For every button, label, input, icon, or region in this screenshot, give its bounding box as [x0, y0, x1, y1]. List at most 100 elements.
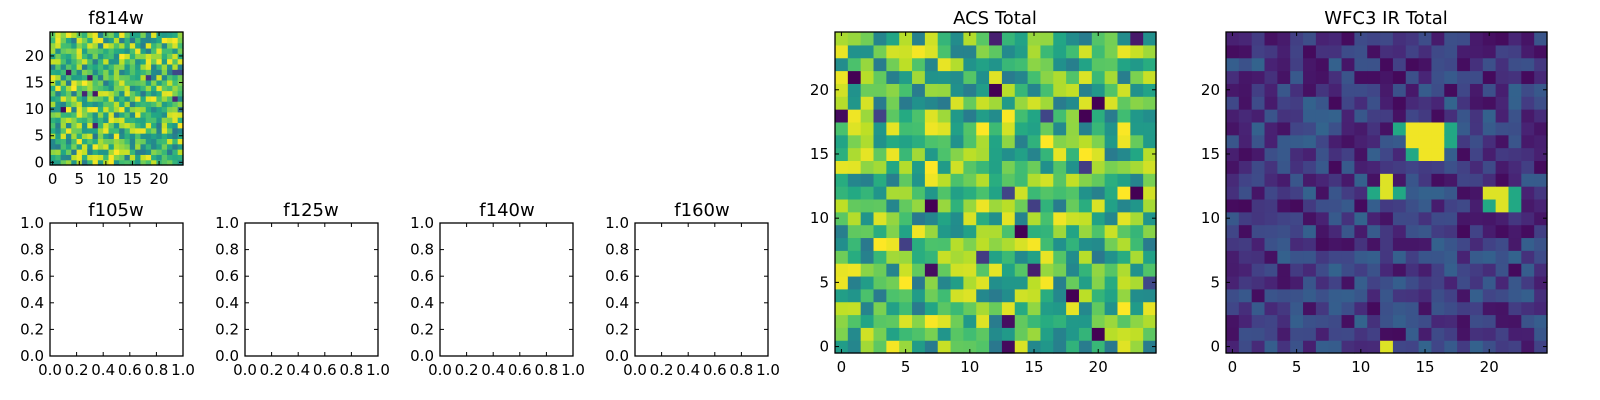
heatmap-cell	[1290, 121, 1304, 136]
heatmap-cell	[60, 90, 67, 97]
heatmap-cell	[60, 79, 67, 86]
heatmap-cell	[76, 138, 83, 145]
heatmap-cell	[87, 74, 94, 81]
heatmap-cell	[912, 314, 926, 328]
heatmap-cell	[1405, 121, 1420, 136]
heatmap-cell	[1354, 57, 1368, 72]
heatmap-cell	[989, 327, 1003, 341]
heatmap-cell	[1264, 327, 1278, 341]
heatmap-cell	[113, 143, 120, 150]
heatmap-cell	[1495, 198, 1510, 213]
heatmap-cell	[1392, 314, 1407, 328]
heatmap-cell	[899, 70, 913, 84]
heatmap-cell	[1431, 288, 1445, 303]
heatmap-cell	[151, 138, 157, 145]
heatmap-cell	[1264, 301, 1278, 316]
heatmap-cell	[1226, 288, 1240, 303]
y-tick-label-wfc3-ir-total: 5	[1210, 273, 1220, 291]
heatmap-cell	[103, 58, 110, 65]
heatmap-cell	[1066, 288, 1080, 303]
heatmap-cell	[113, 47, 120, 54]
heatmap-cell	[108, 133, 115, 139]
heatmap-cell	[151, 53, 157, 60]
heatmap-cell	[1405, 70, 1420, 84]
heatmap-cell	[71, 53, 78, 60]
heatmap-cell	[989, 263, 1003, 277]
heatmap-cell	[1431, 109, 1445, 123]
heatmap-cell	[1040, 288, 1054, 303]
heatmap-cell	[963, 327, 977, 341]
heatmap-cell	[1277, 134, 1291, 149]
heatmap-cell	[1078, 173, 1093, 187]
heatmap-cell	[1521, 301, 1535, 316]
heatmap-cell	[899, 44, 913, 59]
x-tick-label-f140w: 1.0	[561, 361, 585, 379]
heatmap-cell	[1392, 173, 1407, 187]
heatmap-cell	[103, 74, 110, 81]
heatmap-cell	[135, 53, 142, 60]
panel-f160w: f160w 0.0 0.2 0.4 0.6 0.8 1.00.00.20.40.60.81…	[605, 200, 780, 379]
heatmap-cell	[92, 42, 99, 49]
heatmap-cell	[1014, 147, 1029, 161]
heatmap-cell	[1341, 70, 1355, 84]
heatmap-cell	[937, 160, 952, 174]
heatmap-cell	[963, 109, 977, 123]
heatmap-cell	[135, 47, 142, 54]
heatmap-cell	[1534, 44, 1548, 59]
heatmap-cell	[1405, 275, 1420, 290]
heatmap-cell	[172, 63, 179, 70]
heatmap-cell	[835, 44, 849, 59]
heatmap-cell	[1405, 96, 1420, 110]
heatmap-cell	[1444, 147, 1458, 161]
x-tick-label-f160w: 0.0	[623, 361, 647, 379]
heatmap-cell	[65, 63, 72, 70]
heatmap-cell	[108, 138, 115, 145]
heatmap-cell	[860, 198, 875, 213]
heatmap-cell	[103, 95, 110, 102]
heatmap-cell	[1521, 314, 1535, 328]
heatmap-cell	[1315, 109, 1330, 123]
heatmap-cell	[81, 42, 88, 49]
heatmap-cell	[103, 106, 110, 113]
heatmap-cell	[1277, 186, 1291, 200]
heatmap-cell	[1521, 134, 1535, 149]
heatmap-cell	[60, 159, 67, 166]
heatmap-cell	[65, 149, 72, 155]
heatmap-cell	[1264, 96, 1278, 110]
heatmap-cell	[1431, 275, 1445, 290]
heatmap-cell	[1495, 70, 1510, 84]
heatmap-cell	[76, 143, 83, 150]
heatmap-cell	[886, 70, 900, 84]
heatmap-cell	[50, 95, 56, 102]
heatmap-cell	[151, 154, 157, 161]
heatmap-cell	[873, 237, 887, 251]
heatmap-cell	[177, 143, 184, 150]
heatmap-cell	[177, 58, 184, 65]
heatmap-cell	[140, 159, 147, 166]
heatmap-cell	[1521, 32, 1535, 46]
heatmap-cell	[1251, 301, 1266, 316]
heatmap-cell	[847, 340, 862, 354]
heatmap-cell	[1534, 288, 1548, 303]
heatmap-cell	[1251, 160, 1266, 174]
heatmap-cell	[989, 70, 1003, 84]
heatmap-cell	[167, 74, 173, 81]
heatmap-cell	[156, 42, 163, 49]
heatmap-cell	[1290, 173, 1304, 187]
heatmap-cell	[1444, 121, 1458, 136]
heatmap-cell	[81, 133, 88, 139]
heatmap-cell	[1226, 340, 1240, 354]
heatmap-cell	[1534, 96, 1548, 110]
heatmap-cell	[1104, 250, 1119, 264]
y-tick-label-f140w: 0.8	[410, 241, 434, 259]
heatmap-cell	[1380, 340, 1394, 354]
heatmap-cell	[1392, 134, 1407, 149]
heatmap-cell	[1392, 57, 1407, 72]
heatmap-cell	[1014, 109, 1029, 123]
heatmap-cell	[1130, 250, 1144, 264]
heatmap-cell	[167, 143, 173, 150]
heatmap-cell	[1040, 160, 1054, 174]
heatmap-cell	[860, 134, 875, 149]
heatmap-cell	[177, 63, 184, 70]
ticks-f160w: 0.0 0.2 0.4 0.6 0.8 1.00.00.20.40.60.81.0	[605, 214, 780, 379]
